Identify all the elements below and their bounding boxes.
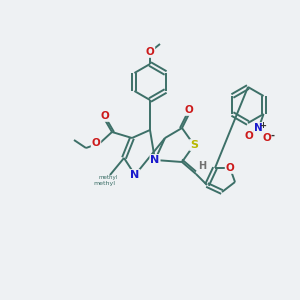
Text: O: O [244,131,253,141]
Text: H: H [198,161,206,171]
Text: methyl: methyl [93,181,115,185]
Text: N: N [130,170,140,180]
Text: O: O [100,111,109,121]
Text: methyl: methyl [98,175,118,179]
Text: +: + [259,121,266,130]
Text: O: O [226,163,234,173]
Text: O: O [184,105,194,115]
Text: S: S [190,140,198,150]
Text: O: O [92,138,100,148]
Text: N: N [254,123,263,133]
Text: O: O [146,47,154,57]
Text: N: N [150,155,160,165]
Text: O: O [262,133,271,143]
Text: -: - [271,131,274,141]
